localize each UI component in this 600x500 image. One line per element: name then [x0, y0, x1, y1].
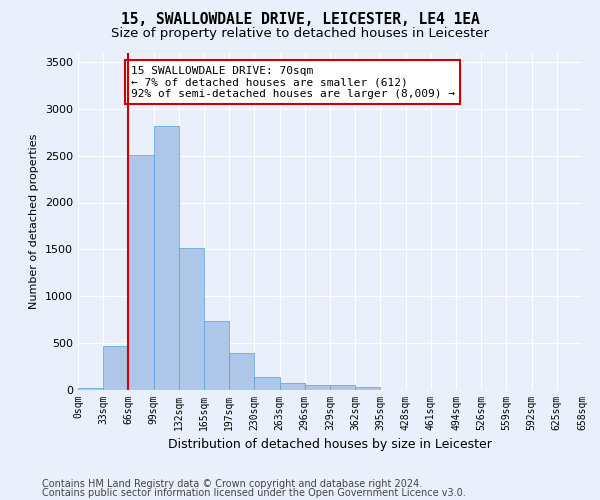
- Y-axis label: Number of detached properties: Number of detached properties: [29, 134, 40, 309]
- Bar: [179, 248, 204, 390]
- Text: 15 SWALLOWDALE DRIVE: 70sqm
← 7% of detached houses are smaller (612)
92% of sem: 15 SWALLOWDALE DRIVE: 70sqm ← 7% of deta…: [131, 66, 455, 99]
- Bar: [305, 385, 330, 390]
- Text: Contains HM Land Registry data © Crown copyright and database right 2024.: Contains HM Land Registry data © Crown c…: [42, 479, 422, 489]
- Bar: [78, 388, 103, 390]
- Bar: [204, 320, 229, 390]
- Bar: [254, 377, 280, 390]
- Text: Contains public sector information licensed under the Open Government Licence v3: Contains public sector information licen…: [42, 488, 466, 498]
- Bar: [154, 126, 179, 390]
- Text: Size of property relative to detached houses in Leicester: Size of property relative to detached ho…: [111, 28, 489, 40]
- Bar: [355, 387, 380, 390]
- Bar: [280, 383, 305, 390]
- Bar: [103, 346, 128, 390]
- Text: 15, SWALLOWDALE DRIVE, LEICESTER, LE4 1EA: 15, SWALLOWDALE DRIVE, LEICESTER, LE4 1E…: [121, 12, 479, 28]
- Bar: [128, 154, 154, 390]
- X-axis label: Distribution of detached houses by size in Leicester: Distribution of detached houses by size …: [168, 438, 492, 452]
- Bar: [229, 354, 254, 390]
- Bar: [330, 385, 355, 390]
